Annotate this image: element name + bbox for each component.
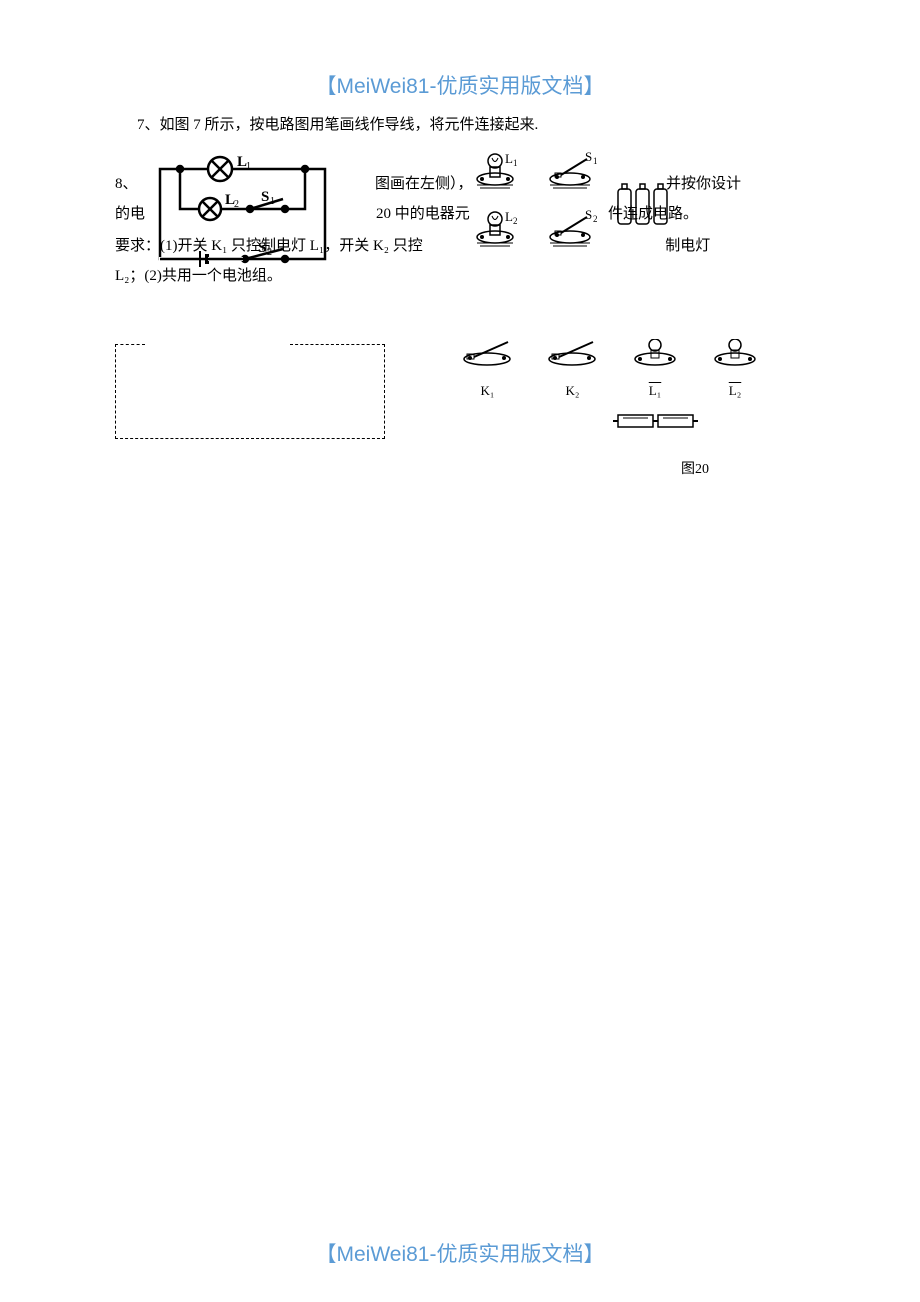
bulb-l2-bottom-icon — [710, 339, 760, 367]
svg-text:S: S — [585, 207, 592, 222]
svg-text:S: S — [261, 189, 269, 205]
svg-text:L: L — [505, 209, 513, 224]
q8-l2a: 的电 — [115, 199, 147, 229]
bulb-l1-bottom-icon — [630, 339, 680, 367]
figure-20-label: 图20 — [580, 457, 810, 482]
switch-s2-icon: S2 — [545, 207, 600, 247]
svg-text:2: 2 — [513, 216, 518, 226]
svg-text:2: 2 — [267, 247, 272, 258]
svg-text:1: 1 — [513, 158, 518, 168]
bulb-l1-icon: L1 — [470, 149, 520, 189]
svg-text:1: 1 — [246, 161, 251, 172]
svg-text:S: S — [585, 149, 592, 164]
svg-text:2: 2 — [593, 214, 598, 224]
question-8-block: L1 L2 S1 S2 L1 — [115, 169, 815, 291]
svg-text:2: 2 — [234, 199, 239, 210]
battery-pack-icon — [613, 410, 698, 432]
q7-text: 7、如图 7 所示，按电路图用笔画线作导线，将元件连接起来. — [137, 117, 538, 133]
pictorial-components-bottom: K₁ K₂ — [460, 339, 810, 483]
svg-text:L: L — [505, 151, 513, 166]
document-body: 7、如图 7 所示，按电路图用笔画线作导线，将元件连接起来. — [115, 112, 815, 291]
batteries-icon — [615, 179, 675, 234]
header-text: 【MeiWei81-优质实用版文档】 — [316, 75, 605, 98]
switch-k1-icon — [460, 339, 515, 367]
circuit-schematic: L1 L2 S1 S2 — [145, 154, 340, 274]
switch-k2-icon — [545, 339, 600, 367]
question-7: 7、如图 7 所示，按电路图用笔画线作导线，将元件连接起来. — [137, 112, 815, 139]
footer-text: 【MeiWei81-优质实用版文档】 — [316, 1243, 605, 1266]
header-watermark: 【MeiWei81-优质实用版文档】 — [0, 70, 920, 100]
svg-text:1: 1 — [270, 196, 275, 207]
bulb-l2-icon: L2 — [470, 207, 520, 247]
answer-box — [115, 344, 385, 439]
svg-text:S: S — [258, 240, 266, 256]
footer-watermark: 【MeiWei81-优质实用版文档】 — [0, 1238, 920, 1268]
q8-l1a: 8、 — [115, 169, 145, 199]
l1-label: L₁ — [630, 379, 680, 402]
k2-label: K₂ — [545, 379, 600, 402]
svg-text:1: 1 — [593, 156, 598, 166]
l2-label: L₂ — [710, 379, 760, 402]
k1-label: K₁ — [460, 379, 515, 402]
switch-s1-icon: S1 — [545, 149, 600, 189]
